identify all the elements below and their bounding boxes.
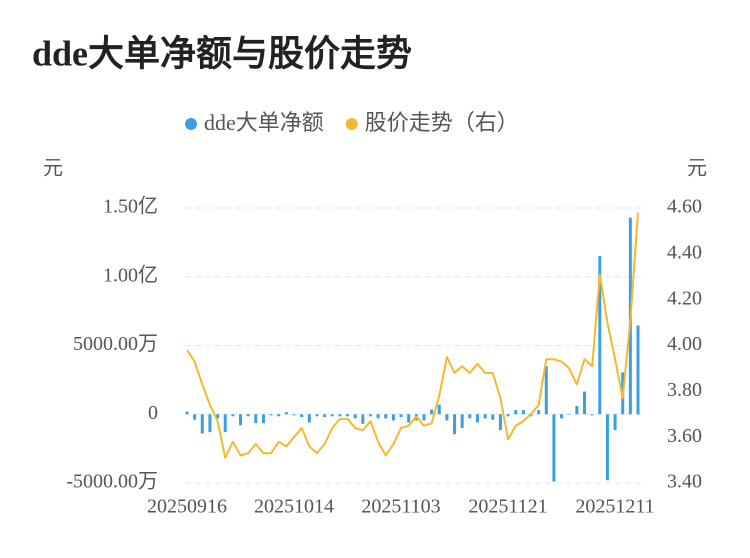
- y-tick-label: 5000.00万: [73, 333, 158, 355]
- chart-title: dde大单净额与股价走势: [32, 33, 412, 73]
- bar: [284, 412, 288, 415]
- bar: [514, 410, 518, 415]
- bar: [376, 414, 380, 419]
- y2-tick-label: 3.80: [667, 379, 702, 401]
- bar: [239, 414, 243, 426]
- y2-tick-label: 4.60: [667, 196, 702, 218]
- bar: [277, 414, 281, 417]
- y-tick-label: -5000.00万: [66, 471, 158, 493]
- bar: [216, 414, 220, 419]
- bar: [300, 414, 304, 417]
- bar: [200, 414, 204, 434]
- x-tick-label: 20251121: [468, 496, 547, 518]
- legend-marker: [345, 118, 358, 130]
- bar: [407, 414, 411, 423]
- bar: [598, 256, 602, 415]
- bar: [560, 414, 564, 419]
- bar: [353, 414, 357, 419]
- y2-tick-label: 4.40: [667, 241, 702, 263]
- bar: [307, 414, 311, 423]
- bar: [590, 414, 594, 416]
- x-tick-label: 20251014: [254, 496, 334, 518]
- y2-tick-label: 3.60: [667, 425, 702, 447]
- bar: [246, 414, 250, 417]
- y-axis-unit: 元: [43, 158, 63, 180]
- bar: [368, 414, 372, 417]
- bar: [613, 414, 617, 431]
- y-tick-label: 0: [148, 402, 158, 424]
- bar: [498, 414, 502, 431]
- bar: [261, 414, 265, 424]
- bar: [567, 414, 571, 415]
- bar: [185, 411, 189, 415]
- x-tick-label: 20250916: [147, 496, 227, 518]
- bar: [208, 414, 212, 433]
- bar: [391, 414, 395, 421]
- bar: [445, 414, 449, 421]
- legend-label: dde大单净额: [204, 110, 324, 135]
- y-tick-label: 1.00亿: [103, 263, 158, 286]
- bar: [460, 414, 464, 428]
- bar: [521, 410, 525, 415]
- bar: [430, 409, 434, 415]
- bar: [223, 414, 227, 433]
- bar: [193, 414, 197, 420]
- x-tick-label: 20251211: [575, 496, 654, 518]
- bar: [422, 414, 426, 421]
- bar: [491, 414, 495, 420]
- bar: [552, 414, 556, 482]
- y-tick-label: 1.50亿: [103, 195, 158, 218]
- price-line: [186, 212, 639, 459]
- bar: [537, 410, 541, 415]
- bar: [292, 414, 296, 416]
- y2-tick-label: 3.40: [667, 471, 702, 493]
- bar: [582, 391, 586, 415]
- bar: [453, 414, 457, 435]
- bar: [315, 414, 319, 417]
- bar: [269, 414, 273, 416]
- bar: [506, 414, 510, 417]
- bar: [338, 414, 342, 417]
- bar: [475, 414, 479, 423]
- bar: [483, 414, 487, 419]
- bar: [346, 414, 350, 417]
- bar: [636, 325, 640, 415]
- bar: [605, 414, 609, 481]
- bar: [468, 414, 472, 419]
- bar: [544, 366, 548, 415]
- bar: [437, 404, 441, 415]
- bar: [330, 414, 334, 417]
- x-tick-label: 20251103: [361, 496, 440, 518]
- bar: [399, 414, 403, 417]
- bar: [323, 414, 327, 417]
- bar: [231, 414, 235, 417]
- legend-marker: [185, 118, 197, 130]
- legend-label: 股价走势（右）: [365, 110, 519, 135]
- bar: [254, 414, 258, 424]
- y2-axis-unit: 元: [687, 158, 707, 180]
- bar: [361, 414, 365, 424]
- y2-tick-label: 4.00: [667, 333, 702, 355]
- bar: [384, 414, 388, 419]
- bar: [575, 406, 579, 415]
- y2-tick-label: 4.20: [667, 287, 702, 309]
